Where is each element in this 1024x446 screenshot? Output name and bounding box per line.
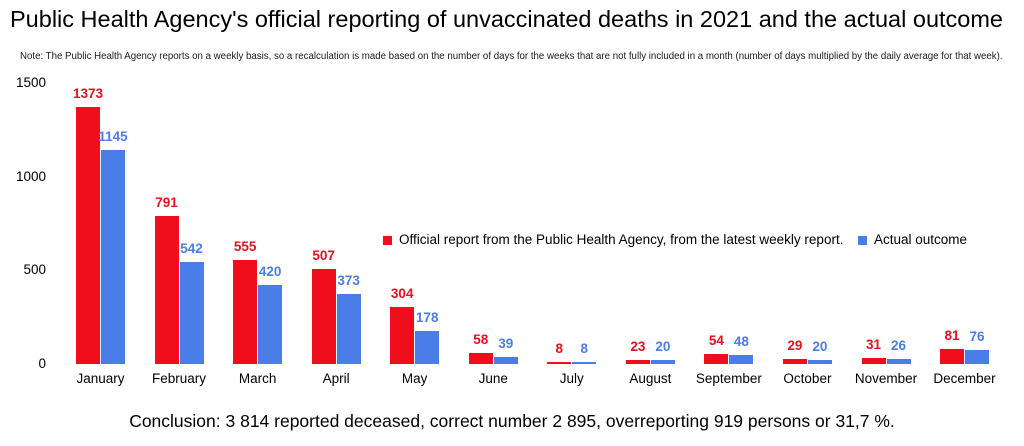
x-axis-label-may: May: [401, 371, 428, 386]
y-axis-tick-1000: 1000: [15, 168, 46, 184]
bar-official-march: [233, 260, 258, 364]
bar-value-label-actual-march: 420: [258, 264, 282, 280]
y-axis-tick-500: 500: [23, 262, 46, 278]
bar-actual-february: [179, 262, 204, 364]
bar-value-label-actual-september: 48: [733, 334, 749, 349]
x-axis-label-december: December: [933, 371, 996, 386]
bar-official-june: [468, 353, 493, 364]
bar-actual-december: [965, 349, 990, 364]
legend-item-official: Official report from the Public Health A…: [383, 232, 843, 248]
plot-area: Official report from the Public Health A…: [0, 66, 1024, 396]
legend-swatch-official-icon: [383, 235, 392, 245]
bar-actual-may: [415, 330, 440, 364]
x-axis-label-october: October: [783, 371, 832, 386]
legend-label-actual: Actual outcome: [874, 232, 968, 247]
bar-value-label-actual-january: 1145: [98, 128, 128, 144]
x-axis-label-february: February: [152, 371, 207, 386]
bar-official-october: [782, 358, 807, 364]
bar-value-label-official-february: 791: [155, 194, 178, 210]
x-axis-label-november: November: [854, 371, 918, 386]
bar-actual-september: [729, 355, 754, 364]
bar-value-label-actual-may: 178: [415, 309, 439, 325]
bar-official-december: [940, 348, 965, 364]
bar-value-label-actual-december: 76: [969, 328, 985, 344]
bar-official-july: [547, 362, 572, 364]
x-axis-label-march: March: [238, 371, 277, 386]
bar-value-label-official-september: 54: [708, 332, 724, 348]
bar-value-label-official-december: 81: [944, 327, 960, 343]
bar-value-label-actual-february: 542: [180, 241, 203, 257]
bar-value-label-actual-june: 39: [498, 335, 514, 351]
x-axis-label-january: January: [76, 371, 125, 386]
legend-item-actual: Actual outcome: [858, 232, 967, 248]
bar-official-april: [311, 269, 336, 364]
bar-value-label-actual-april: 373: [337, 273, 360, 289]
bar-official-january: [76, 106, 100, 364]
bar-value-label-official-may: 304: [390, 286, 414, 302]
bar-value-label-actual-july: 8: [580, 341, 589, 356]
bar-official-may: [390, 307, 415, 364]
bar-value-label-official-june: 58: [473, 332, 489, 348]
legend-swatch-actual-icon: [858, 235, 867, 245]
bar-actual-august: [650, 360, 675, 364]
x-axis-label-july: July: [559, 371, 584, 386]
bar-value-label-official-april: 507: [312, 248, 335, 264]
y-axis-tick-0: 0: [38, 356, 46, 371]
x-axis-label-august: August: [629, 371, 672, 386]
bar-value-label-actual-october: 20: [812, 339, 828, 355]
y-axis-tick-1500: 1500: [15, 75, 46, 90]
bar-official-november: [861, 358, 886, 364]
bar-actual-january: [101, 149, 125, 364]
x-axis-label-june: June: [478, 371, 508, 386]
legend-label-official: Official report from the Public Health A…: [399, 232, 844, 247]
chart-title: Public Health Agency's official reportin…: [10, 6, 1004, 32]
bar-actual-november: [886, 359, 911, 364]
bar-value-label-official-october: 29: [787, 337, 803, 353]
bar-official-august: [625, 359, 650, 364]
bar-value-label-official-july: 8: [555, 341, 564, 356]
legend: Official report from the Public Health A…: [0, 231, 1024, 249]
bar-actual-march: [258, 285, 283, 364]
x-axis-label-september: September: [695, 371, 762, 386]
chart-note: Note: The Public Health Agency reports o…: [20, 51, 1003, 62]
bar-value-label-actual-november: 26: [890, 338, 907, 354]
bar-value-label-official-march: 555: [233, 239, 257, 255]
bar-actual-june: [493, 356, 518, 364]
bar-value-label-official-january: 1373: [72, 85, 104, 101]
x-axis-label-april: April: [322, 371, 350, 386]
bar-value-label-official-august: 23: [630, 338, 646, 354]
bar-actual-april: [336, 294, 361, 364]
conclusion-text: Conclusion: 3 814 reported deceased, cor…: [129, 411, 895, 431]
bar-official-september: [704, 353, 729, 364]
bar-official-february: [154, 215, 179, 364]
bar-value-label-official-november: 31: [865, 337, 882, 353]
bar-actual-october: [807, 360, 832, 364]
bar-value-label-actual-august: 20: [655, 339, 671, 355]
bar-actual-july: [572, 362, 597, 364]
